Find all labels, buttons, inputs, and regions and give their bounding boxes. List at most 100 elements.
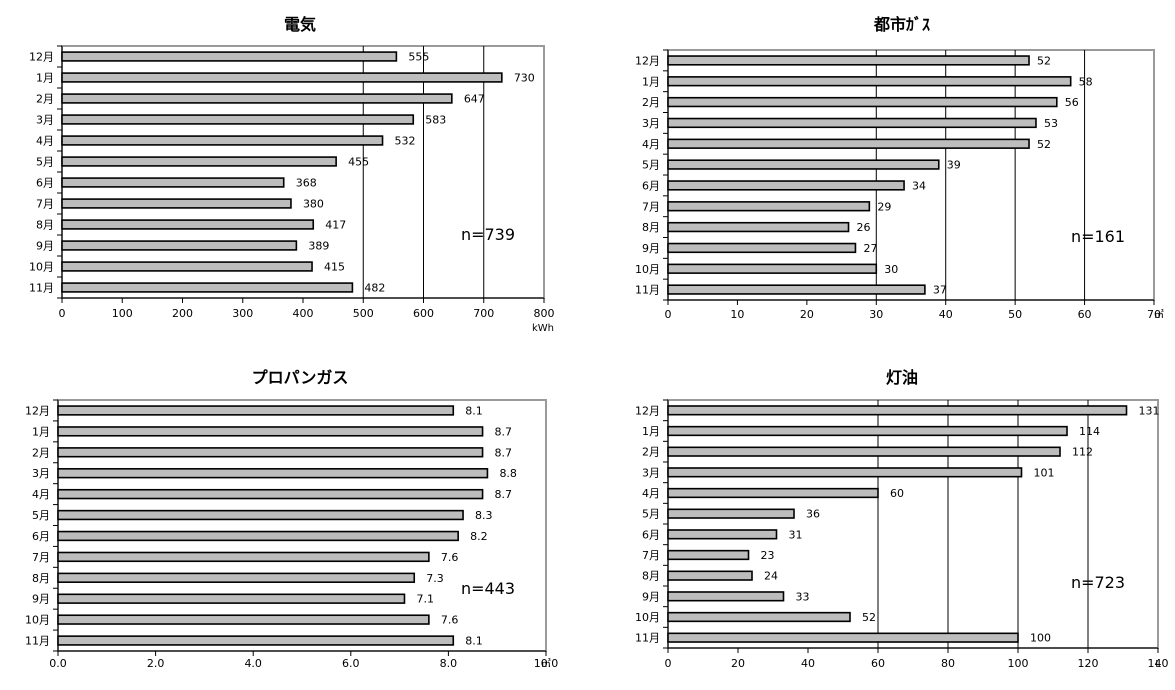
chart-title: 電気	[284, 15, 316, 34]
data-label: 52	[862, 611, 876, 624]
data-label: 583	[425, 114, 446, 127]
bar	[61, 219, 315, 230]
x-tick-label: 60	[1078, 308, 1092, 321]
bar	[667, 591, 785, 602]
category-label: 4月	[36, 135, 54, 148]
bar	[667, 632, 1019, 643]
category-label: 1月	[642, 425, 660, 438]
category-label: 6月	[32, 530, 50, 543]
data-label: 31	[789, 528, 803, 541]
data-label: 100	[1030, 632, 1051, 645]
category-label: 7月	[642, 200, 660, 213]
category-label: 11月	[25, 635, 50, 648]
data-label: 7.6	[441, 614, 459, 627]
category-label: 3月	[36, 114, 54, 127]
sample-size-label: n=739	[461, 225, 515, 244]
bar	[667, 138, 1030, 149]
data-label: 482	[364, 282, 385, 295]
x-tick-label: 0.0	[49, 657, 67, 670]
bar	[667, 284, 926, 295]
sample-size-label: n=443	[461, 579, 515, 598]
data-label: 36	[806, 508, 820, 521]
category-label: 9月	[642, 242, 660, 255]
bar	[57, 488, 484, 500]
data-label: 30	[884, 263, 898, 276]
category-label: 5月	[642, 159, 660, 172]
category-label: 11月	[29, 282, 54, 295]
category-label: 10月	[29, 261, 54, 274]
bar	[61, 240, 298, 251]
category-label: 6月	[642, 528, 660, 541]
x-tick-label: 100	[1008, 657, 1029, 670]
category-label: 11月	[635, 632, 660, 645]
bar	[57, 635, 455, 646]
x-unit-label: ㎥	[541, 657, 551, 670]
data-label: 53	[1044, 117, 1058, 130]
bar	[61, 114, 415, 125]
x-tick-label: 0	[665, 657, 672, 670]
category-label: 2月	[36, 93, 54, 106]
bar	[57, 447, 484, 458]
data-label: 7.3	[426, 572, 444, 585]
bar	[57, 593, 406, 604]
category-label: 12月	[635, 404, 660, 417]
x-unit-label: ㎥	[1154, 308, 1164, 321]
chart-panel-2: プロパンガス 0.0 2.0 4.0 6.0 8.0 10.0㎥ 12月 8.1 1月 8.7 2月 8…	[25, 368, 558, 670]
category-label: 4月	[32, 488, 50, 501]
x-tick-label: 10	[730, 308, 744, 321]
x-tick-label: 700	[473, 307, 494, 320]
category-label: 2月	[642, 446, 660, 459]
category-label: 4月	[642, 487, 660, 500]
bar	[57, 509, 464, 521]
category-label: 5月	[642, 508, 660, 521]
data-label: 7.1	[416, 593, 434, 606]
plot-frame	[61, 45, 545, 299]
plot-frame	[667, 49, 1155, 301]
x-tick-label: 40	[939, 308, 953, 321]
bar	[61, 51, 398, 62]
x-tick-label: 80	[941, 657, 955, 670]
plot-frame	[57, 399, 547, 652]
bar	[61, 72, 503, 83]
category-label: 7月	[36, 198, 54, 211]
category-label: 4月	[642, 138, 660, 151]
bar	[61, 282, 354, 293]
bar	[667, 201, 871, 212]
data-label: 389	[308, 240, 329, 253]
category-label: 7月	[32, 551, 50, 564]
category-label: 12月	[25, 404, 50, 417]
x-tick-label: 2.0	[147, 657, 165, 670]
data-label: 56	[1065, 96, 1079, 109]
data-label: 37	[933, 284, 947, 297]
bar	[667, 159, 940, 170]
category-label: 5月	[36, 156, 54, 169]
category-label: 3月	[32, 467, 50, 480]
bar	[667, 242, 857, 254]
bar	[667, 117, 1037, 129]
x-unit-label: L	[1155, 659, 1161, 670]
bar	[61, 261, 313, 272]
data-label: 7.6	[441, 551, 459, 564]
category-label: 12月	[635, 54, 660, 67]
data-label: 730	[514, 72, 535, 85]
bar	[57, 468, 489, 479]
bar	[667, 446, 1061, 457]
data-label: 112	[1072, 446, 1093, 459]
x-tick-label: 6.0	[342, 657, 360, 670]
bar	[667, 76, 1072, 87]
category-label: 1月	[642, 75, 660, 88]
chart-panel-0: 電気 0 100 200 300 400 500 600 700 800 kWh 12月 555 1月 73…	[29, 15, 555, 334]
x-tick-label: 200	[172, 307, 193, 320]
category-label: 10月	[635, 611, 660, 624]
bar	[61, 156, 337, 167]
bar	[61, 177, 285, 188]
category-label: 9月	[642, 590, 660, 603]
data-label: 27	[863, 242, 877, 255]
x-unit-label: kWh	[532, 323, 554, 334]
x-tick-label: 50	[1008, 308, 1022, 321]
x-tick-label: 70	[1147, 308, 1161, 321]
x-tick-label: 140	[1148, 657, 1169, 670]
data-label: 33	[796, 590, 810, 603]
